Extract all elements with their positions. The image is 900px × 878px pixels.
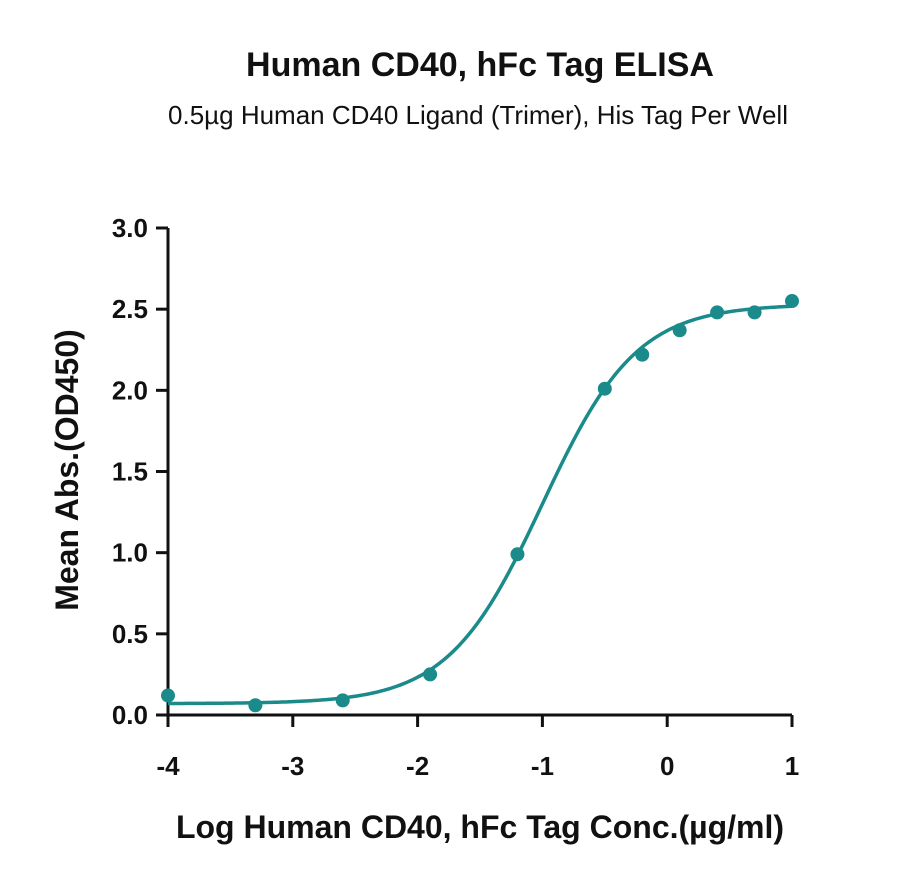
data-point-0-2: [335, 693, 350, 708]
chart-title: Human CD40, hFc Tag ELISA: [246, 46, 714, 84]
data-point-0-6: [635, 347, 650, 362]
data-point-0-7: [672, 323, 687, 338]
y-tick-label-3: 1.5: [112, 457, 148, 487]
data-point-0-3: [423, 667, 438, 682]
data-point-0-9: [747, 305, 762, 320]
x-axis-label: Log Human CD40, hFc Tag Conc.(µg/ml): [176, 809, 784, 845]
data-point-0-10: [785, 294, 799, 309]
fit-curve-layer: [167, 304, 793, 706]
y-tick-label-1: 0.5: [112, 619, 148, 649]
data-points-layer: [161, 294, 799, 713]
data-point-0-4: [510, 547, 525, 562]
x-tick-label-4: 0: [660, 751, 674, 781]
x-tick-label-2: -2: [406, 751, 429, 781]
data-point-0-1: [248, 698, 263, 713]
data-point-0-0: [161, 688, 175, 703]
x-tick-label-0: -4: [156, 751, 180, 781]
x-tick-label-1: -3: [281, 751, 304, 781]
y-tick-label-2: 1.0: [112, 538, 148, 568]
chart-subtitle: 0.5µg Human CD40 Ligand (Trimer), His Ta…: [168, 100, 788, 130]
x-tick-label-5: 1: [785, 751, 799, 781]
axes: 0.0 0.5 1.0 1.5 2.0 2.5 3.0 -4 -3 -2 -1 0 1: [112, 213, 799, 781]
y-tick-label-0: 0.0: [112, 700, 148, 730]
data-point-0-8: [710, 305, 725, 320]
x-tick-label-3: -1: [531, 751, 554, 781]
fit-curve-0: [167, 304, 793, 706]
y-tick-label-5: 2.5: [112, 294, 148, 324]
data-point-0-5: [597, 381, 612, 396]
y-axis-label: Mean Abs.(OD450): [49, 329, 85, 611]
y-tick-label-4: 2.0: [112, 375, 148, 405]
y-tick-label-6: 3.0: [112, 213, 148, 243]
